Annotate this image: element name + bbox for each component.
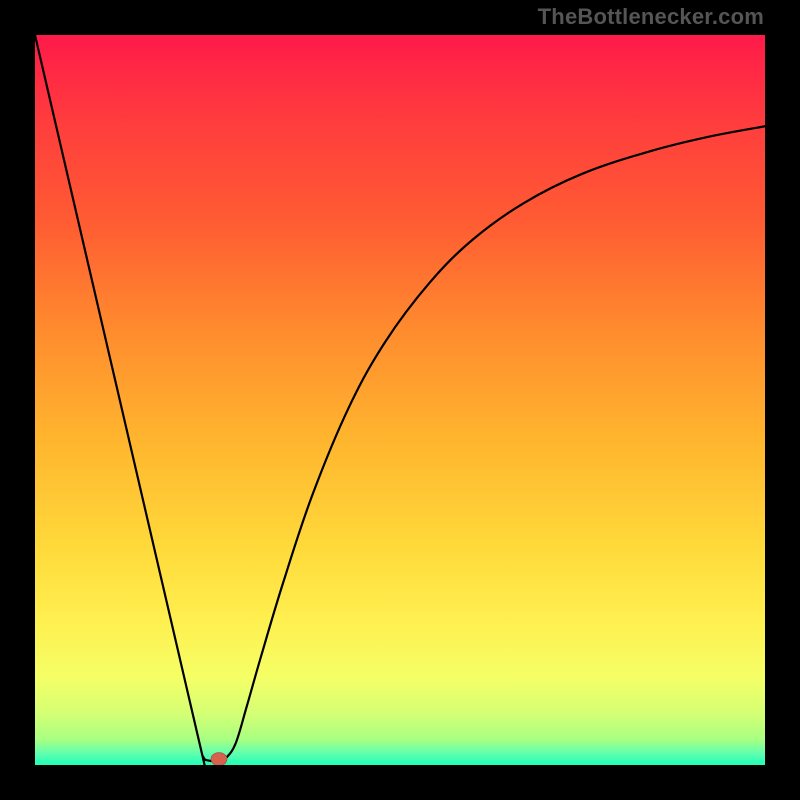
chart-svg bbox=[35, 35, 765, 765]
optimal-point-marker bbox=[211, 753, 227, 765]
plot-area bbox=[35, 35, 765, 765]
watermark-text: TheBottlenecker.com bbox=[538, 4, 764, 30]
gradient-background bbox=[35, 35, 765, 765]
